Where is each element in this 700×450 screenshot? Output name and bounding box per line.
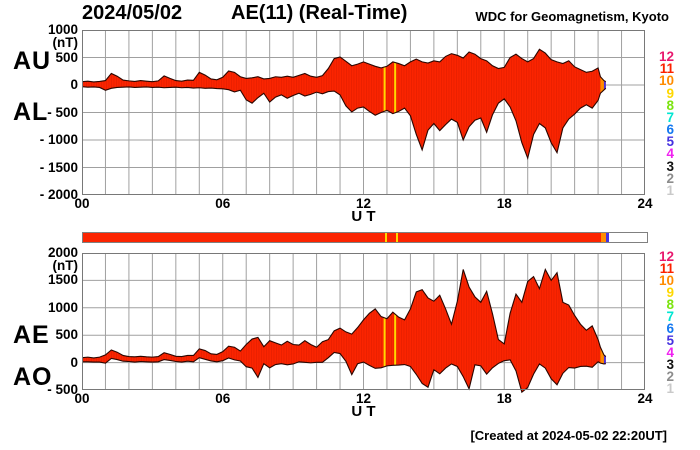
legend-station-count-2: 2 bbox=[666, 369, 674, 384]
y-tick-label: 0 bbox=[70, 354, 78, 370]
y-tick-label: 1500 bbox=[47, 272, 78, 288]
legend-station-count-2: 2 bbox=[666, 170, 674, 186]
org-credit: WDC for Geomagnetism, Kyoto bbox=[475, 9, 669, 24]
top-panel-au-al-plot bbox=[81, 30, 645, 195]
label-ae: AE bbox=[13, 321, 50, 349]
y-tick-label: 500 bbox=[55, 49, 78, 65]
created-timestamp: [Created at 2024-05-02 22:20UT] bbox=[470, 428, 667, 443]
x-tick-label: 18 bbox=[496, 391, 512, 406]
legend-station-count-6: 6 bbox=[666, 321, 674, 336]
y-tick-label: - 500 bbox=[47, 104, 78, 120]
x-tick-label: 00 bbox=[74, 196, 90, 211]
status-bar-segment bbox=[83, 233, 602, 242]
legend-station-count-1: 1 bbox=[666, 182, 674, 198]
station-count-legend-top: 12 11 10 9 8 7 6 5 4 3 2 1 bbox=[646, 49, 674, 198]
x-axis-title: U T bbox=[351, 403, 376, 420]
x-tick-label: 12 bbox=[355, 196, 372, 211]
x-tick-label: 06 bbox=[215, 196, 231, 211]
y-tick-label: 1000 bbox=[47, 299, 78, 315]
y-axis-unit: (nT) bbox=[52, 35, 78, 50]
legend-station-count-5: 5 bbox=[666, 134, 674, 150]
status-bar-segment bbox=[605, 233, 609, 242]
legend-station-count-12: 12 bbox=[658, 249, 674, 264]
legend-station-count-5: 5 bbox=[666, 333, 674, 348]
x-tick-label: 00 bbox=[74, 391, 90, 406]
legend-station-count-10: 10 bbox=[658, 273, 674, 288]
legend-station-count-3: 3 bbox=[666, 158, 674, 174]
y-axis-unit: (nT) bbox=[52, 258, 78, 273]
legend-station-count-8: 8 bbox=[666, 297, 674, 312]
legend-station-count-7: 7 bbox=[666, 109, 674, 125]
plot-date: 2024/05/02 bbox=[82, 2, 183, 24]
y-tick-label: - 1500 bbox=[39, 159, 78, 175]
y-tick-label: - 2000 bbox=[39, 187, 78, 202]
legend-station-count-6: 6 bbox=[666, 122, 674, 138]
y-tick-label: - 500 bbox=[47, 382, 78, 397]
legend-station-count-11: 11 bbox=[659, 261, 674, 276]
status-bar-gap-stripe bbox=[385, 233, 388, 242]
legend-station-count-9: 9 bbox=[666, 285, 674, 300]
status-bar-segment bbox=[601, 233, 606, 242]
legend-station-count-3: 3 bbox=[666, 357, 674, 372]
station-status-bar bbox=[82, 232, 648, 243]
station-count-legend-bottom: 12 11 10 9 8 7 6 5 4 3 2 1 bbox=[646, 249, 674, 396]
y-tick-label: 500 bbox=[55, 327, 78, 343]
legend-station-count-10: 10 bbox=[658, 73, 674, 89]
legend-station-count-11: 11 bbox=[659, 61, 674, 77]
x-axis-title: U T bbox=[351, 208, 376, 225]
y-tick-label: 1000 bbox=[47, 22, 78, 37]
x-tick-label: 24 bbox=[637, 196, 653, 211]
x-tick-label: 18 bbox=[496, 196, 512, 211]
label-al: AL bbox=[13, 98, 49, 126]
legend-station-count-4: 4 bbox=[666, 146, 674, 162]
legend-station-count-8: 8 bbox=[666, 97, 674, 113]
legend-station-count-1: 1 bbox=[666, 381, 674, 396]
bottom-panel-ae-ao-plot bbox=[81, 253, 645, 394]
plot-title: AE(11) (Real-Time) bbox=[231, 2, 408, 24]
legend-station-count-12: 12 bbox=[658, 49, 674, 64]
label-ao: AO bbox=[13, 363, 53, 391]
y-tick-label: 2000 bbox=[47, 245, 78, 260]
legend-station-count-9: 9 bbox=[666, 85, 674, 101]
status-bar-gap-stripe bbox=[395, 233, 398, 242]
legend-station-count-4: 4 bbox=[666, 345, 674, 360]
y-tick-label: 0 bbox=[70, 77, 78, 92]
y-tick-label: - 1000 bbox=[39, 132, 78, 147]
label-au: AU bbox=[13, 47, 52, 75]
legend-station-count-7: 7 bbox=[666, 309, 674, 324]
x-tick-label: 12 bbox=[355, 391, 372, 406]
x-tick-label: 06 bbox=[215, 391, 231, 406]
x-tick-label: 24 bbox=[637, 391, 653, 406]
